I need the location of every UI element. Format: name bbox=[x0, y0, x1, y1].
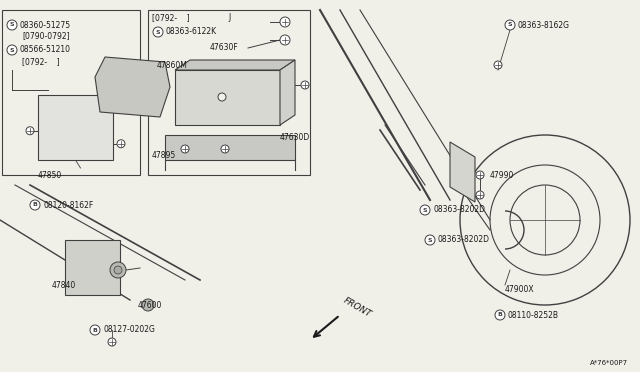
Text: 08566-51210: 08566-51210 bbox=[19, 45, 70, 55]
Text: 47840: 47840 bbox=[52, 280, 76, 289]
Text: B: B bbox=[93, 327, 97, 333]
Circle shape bbox=[7, 45, 17, 55]
Circle shape bbox=[494, 61, 502, 69]
Text: 47860M: 47860M bbox=[157, 61, 188, 70]
Circle shape bbox=[7, 20, 17, 30]
Text: S: S bbox=[428, 237, 432, 243]
Circle shape bbox=[153, 27, 163, 37]
Circle shape bbox=[110, 262, 126, 278]
Circle shape bbox=[30, 200, 40, 210]
Circle shape bbox=[26, 127, 34, 135]
Circle shape bbox=[90, 325, 100, 335]
Text: S: S bbox=[508, 22, 512, 28]
Bar bbox=[2, 10, 140, 175]
Text: 47630F: 47630F bbox=[210, 44, 239, 52]
Text: 08363-8162G: 08363-8162G bbox=[518, 20, 570, 29]
Circle shape bbox=[476, 191, 484, 199]
Text: S: S bbox=[10, 48, 14, 52]
Text: FRONT: FRONT bbox=[342, 296, 373, 320]
Text: 47850: 47850 bbox=[38, 170, 62, 180]
Text: J: J bbox=[228, 13, 230, 22]
Bar bbox=[148, 10, 310, 175]
Circle shape bbox=[108, 338, 116, 346]
Text: B: B bbox=[33, 202, 37, 208]
Polygon shape bbox=[280, 60, 295, 125]
Circle shape bbox=[495, 310, 505, 320]
Bar bbox=[38, 95, 113, 160]
Circle shape bbox=[218, 93, 226, 101]
Circle shape bbox=[476, 171, 484, 179]
Bar bbox=[175, 70, 280, 125]
Text: 08120-8162F: 08120-8162F bbox=[43, 201, 93, 209]
Text: 47895: 47895 bbox=[152, 151, 176, 160]
Circle shape bbox=[280, 17, 290, 27]
Text: 08110-8252B: 08110-8252B bbox=[508, 311, 559, 320]
Circle shape bbox=[181, 145, 189, 153]
Circle shape bbox=[420, 205, 430, 215]
Circle shape bbox=[142, 299, 154, 311]
Circle shape bbox=[425, 235, 435, 245]
Text: 47630D: 47630D bbox=[280, 134, 310, 142]
Text: 08360-51275: 08360-51275 bbox=[19, 20, 70, 29]
Text: 08127-0202G: 08127-0202G bbox=[103, 326, 155, 334]
Text: 08363-8202D: 08363-8202D bbox=[438, 235, 490, 244]
Text: S: S bbox=[422, 208, 428, 212]
Text: B: B bbox=[497, 312, 502, 317]
Text: [0790-0792]: [0790-0792] bbox=[22, 32, 70, 41]
Circle shape bbox=[114, 266, 122, 274]
Circle shape bbox=[221, 145, 229, 153]
Text: 47990: 47990 bbox=[490, 170, 515, 180]
Polygon shape bbox=[175, 60, 295, 70]
Text: 47900X: 47900X bbox=[505, 285, 534, 295]
Text: [0792-    ]: [0792- ] bbox=[152, 13, 189, 22]
Text: [0792-    ]: [0792- ] bbox=[22, 58, 60, 67]
Polygon shape bbox=[450, 142, 475, 202]
Text: A*76*00P7: A*76*00P7 bbox=[590, 360, 628, 366]
Circle shape bbox=[301, 81, 309, 89]
Polygon shape bbox=[95, 57, 170, 117]
Text: 08363-8202D: 08363-8202D bbox=[433, 205, 485, 215]
Text: 08363-6122K: 08363-6122K bbox=[165, 28, 216, 36]
Text: 47600: 47600 bbox=[138, 301, 163, 310]
Text: S: S bbox=[10, 22, 14, 28]
Bar bbox=[65, 240, 120, 295]
Circle shape bbox=[505, 20, 515, 30]
Text: S: S bbox=[156, 29, 160, 35]
Circle shape bbox=[117, 140, 125, 148]
Circle shape bbox=[280, 35, 290, 45]
Bar bbox=[165, 135, 295, 160]
